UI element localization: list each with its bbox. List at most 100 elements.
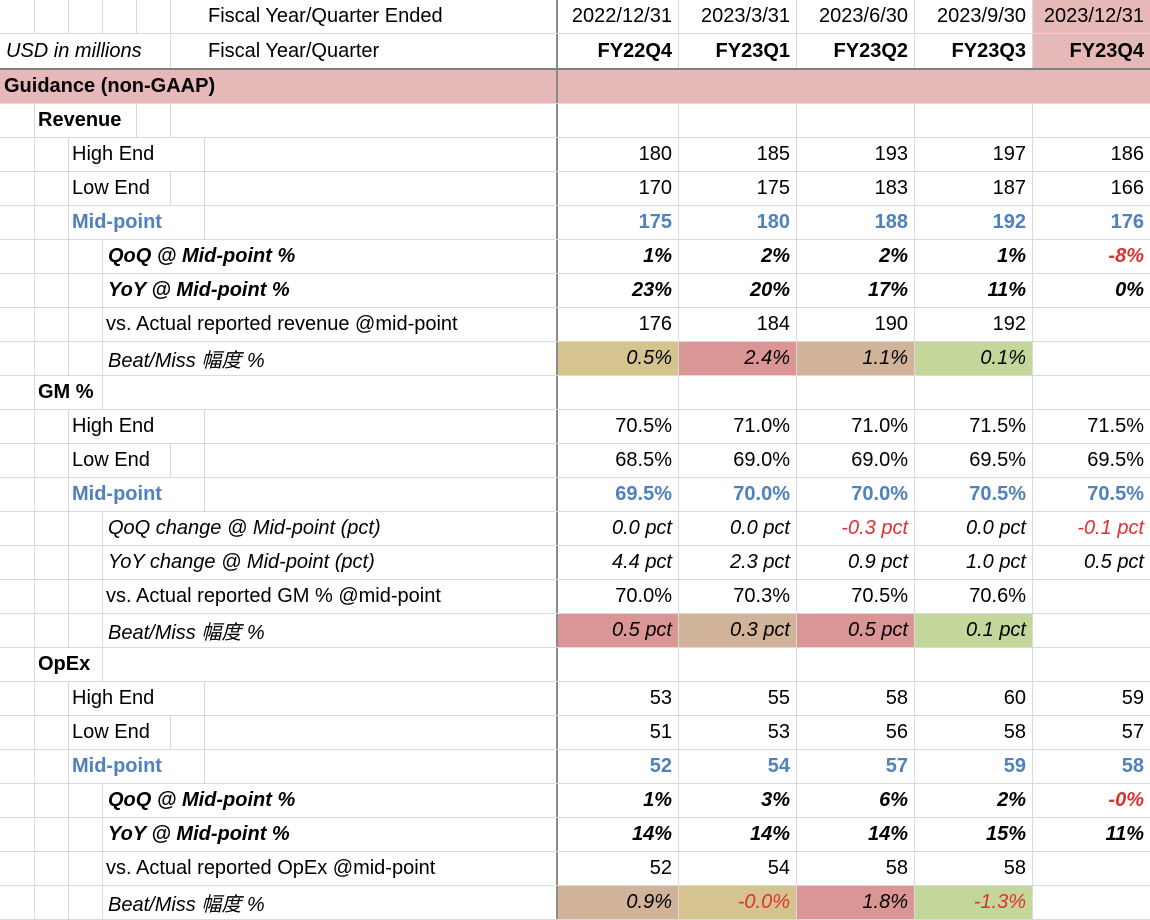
- value-cell[interactable]: 1%: [556, 240, 678, 273]
- value-cell[interactable]: 14%: [678, 818, 796, 851]
- value-cell[interactable]: 14%: [796, 818, 914, 851]
- value-cell[interactable]: 0.1%: [914, 342, 1032, 375]
- value-cell[interactable]: 70.3%: [678, 580, 796, 613]
- value-cell[interactable]: [1032, 886, 1150, 919]
- value-cell[interactable]: 57: [796, 750, 914, 783]
- header-fiscal-year-quarter-ended[interactable]: Fiscal Year/Quarter Ended: [208, 5, 443, 27]
- value-cell[interactable]: 55: [678, 682, 796, 715]
- value-cell[interactable]: 52: [556, 852, 678, 885]
- value-cell[interactable]: 70.0%: [556, 580, 678, 613]
- row-label[interactable]: High End: [72, 687, 155, 709]
- row-label[interactable]: YoY @ Mid-point %: [108, 279, 290, 301]
- value-cell[interactable]: [1032, 308, 1150, 341]
- value-cell[interactable]: 193: [796, 138, 914, 171]
- value-cell[interactable]: 197: [914, 138, 1032, 171]
- value-cell[interactable]: 0.1 pct: [914, 614, 1032, 647]
- value-cell[interactable]: 58: [796, 682, 914, 715]
- row-label[interactable]: Beat/Miss 幅度 %: [108, 350, 265, 372]
- value-cell[interactable]: 53: [556, 682, 678, 715]
- opex-title[interactable]: OpEx: [38, 653, 91, 675]
- value-cell[interactable]: 70.5%: [556, 410, 678, 443]
- empty-cell[interactable]: [796, 648, 914, 681]
- value-cell[interactable]: 0.3 pct: [678, 614, 796, 647]
- row-label[interactable]: Low End: [72, 449, 150, 471]
- empty-cell[interactable]: [678, 648, 796, 681]
- header-quarter-cell[interactable]: FY23Q1: [678, 34, 796, 68]
- empty-cell[interactable]: [556, 104, 678, 137]
- value-cell[interactable]: 70.5%: [1032, 478, 1150, 511]
- value-cell[interactable]: 56: [796, 716, 914, 749]
- value-cell[interactable]: 59: [1032, 682, 1150, 715]
- row-label[interactable]: vs. Actual reported OpEx @mid-point: [106, 857, 436, 879]
- value-cell[interactable]: 58: [796, 852, 914, 885]
- value-cell[interactable]: 0.5 pct: [556, 614, 678, 647]
- row-label[interactable]: Low End: [72, 721, 150, 743]
- value-cell[interactable]: 175: [556, 206, 678, 239]
- value-cell[interactable]: 0.5%: [556, 342, 678, 375]
- value-cell[interactable]: 70.5%: [796, 580, 914, 613]
- value-cell[interactable]: 0.0 pct: [678, 512, 796, 545]
- value-cell[interactable]: 180: [556, 138, 678, 171]
- row-label[interactable]: QoQ @ Mid-point %: [108, 245, 296, 267]
- value-cell[interactable]: 6%: [796, 784, 914, 817]
- row-label[interactable]: QoQ change @ Mid-point (pct): [108, 517, 381, 539]
- value-cell[interactable]: 0.5 pct: [796, 614, 914, 647]
- value-cell[interactable]: 0%: [1032, 274, 1150, 307]
- value-cell[interactable]: 186: [1032, 138, 1150, 171]
- value-cell[interactable]: 0.9 pct: [796, 546, 914, 579]
- empty-cell[interactable]: [914, 376, 1032, 409]
- empty-cell[interactable]: [914, 104, 1032, 137]
- row-label[interactable]: QoQ @ Mid-point %: [108, 789, 296, 811]
- value-cell[interactable]: -0.3 pct: [796, 512, 914, 545]
- header-date-cell[interactable]: 2023/12/31: [1032, 0, 1150, 33]
- value-cell[interactable]: 185: [678, 138, 796, 171]
- value-cell[interactable]: 1.8%: [796, 886, 914, 919]
- value-cell[interactable]: [1032, 614, 1150, 647]
- header-date-cell[interactable]: 2023/6/30: [796, 0, 914, 33]
- value-cell[interactable]: 2.3 pct: [678, 546, 796, 579]
- value-cell[interactable]: 180: [678, 206, 796, 239]
- empty-cell[interactable]: [556, 376, 678, 409]
- value-cell[interactable]: 69.5%: [914, 444, 1032, 477]
- value-cell[interactable]: 0.0 pct: [914, 512, 1032, 545]
- value-cell[interactable]: 0.5 pct: [1032, 546, 1150, 579]
- value-cell[interactable]: 188: [796, 206, 914, 239]
- value-cell[interactable]: 17%: [796, 274, 914, 307]
- value-cell[interactable]: 60: [914, 682, 1032, 715]
- value-cell[interactable]: 54: [678, 852, 796, 885]
- value-cell[interactable]: 58: [1032, 750, 1150, 783]
- value-cell[interactable]: 1%: [556, 784, 678, 817]
- value-cell[interactable]: 20%: [678, 274, 796, 307]
- row-label[interactable]: Mid-point: [72, 483, 162, 505]
- row-label[interactable]: Low End: [72, 177, 150, 199]
- value-cell[interactable]: [1032, 580, 1150, 613]
- value-cell[interactable]: 166: [1032, 172, 1150, 205]
- value-cell[interactable]: 71.0%: [678, 410, 796, 443]
- row-label[interactable]: vs. Actual reported revenue @mid-point: [106, 313, 458, 335]
- value-cell[interactable]: 59: [914, 750, 1032, 783]
- value-cell[interactable]: 70.6%: [914, 580, 1032, 613]
- empty-cell[interactable]: [796, 376, 914, 409]
- header-date-cell[interactable]: 2023/3/31: [678, 0, 796, 33]
- value-cell[interactable]: 58: [914, 852, 1032, 885]
- header-fiscal-year-quarter[interactable]: Fiscal Year/Quarter: [208, 39, 380, 62]
- value-cell[interactable]: 15%: [914, 818, 1032, 851]
- value-cell[interactable]: -1.3%: [914, 886, 1032, 919]
- value-cell[interactable]: 187: [914, 172, 1032, 205]
- empty-cell[interactable]: [556, 648, 678, 681]
- unit-label[interactable]: USD in millions: [6, 39, 142, 62]
- header-quarter-cell[interactable]: FY23Q2: [796, 34, 914, 68]
- row-label[interactable]: High End: [72, 415, 155, 437]
- value-cell[interactable]: 3%: [678, 784, 796, 817]
- value-cell[interactable]: 190: [796, 308, 914, 341]
- value-cell[interactable]: -0%: [1032, 784, 1150, 817]
- value-cell[interactable]: 68.5%: [556, 444, 678, 477]
- row-label[interactable]: vs. Actual reported GM % @mid-point: [106, 585, 441, 607]
- value-cell[interactable]: 1.1%: [796, 342, 914, 375]
- value-cell[interactable]: 2.4%: [678, 342, 796, 375]
- value-cell[interactable]: 176: [1032, 206, 1150, 239]
- header-quarter-cell[interactable]: FY22Q4: [556, 34, 678, 68]
- value-cell[interactable]: -0.0%: [678, 886, 796, 919]
- value-cell[interactable]: 58: [914, 716, 1032, 749]
- value-cell[interactable]: 192: [914, 308, 1032, 341]
